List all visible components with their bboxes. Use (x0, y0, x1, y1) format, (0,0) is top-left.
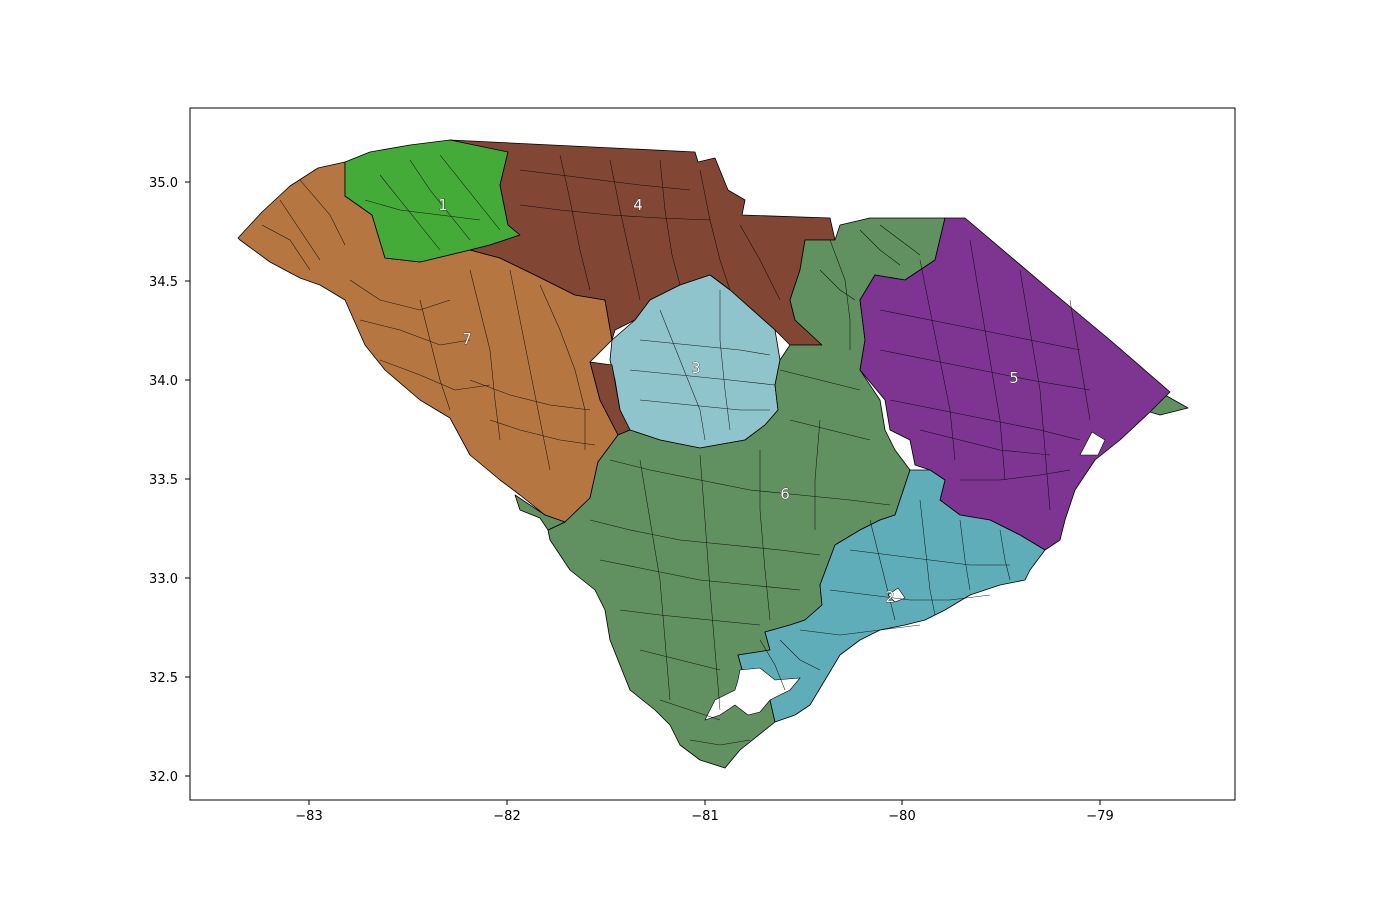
precinct-boundaries (261, 154, 1091, 746)
district-label-6: 6 (780, 485, 790, 503)
district-6-western-sliver (514, 494, 566, 531)
x-tick-label: −83 (295, 809, 322, 824)
x-tick-label: −79 (1086, 809, 1113, 824)
y-tick-label: 33.5 (149, 473, 178, 488)
y-axis: 32.0 32.5 33.0 33.5 34.0 34.5 35.0 (149, 176, 190, 785)
x-tick-label: −81 (691, 809, 718, 824)
x-tick-label: −80 (888, 809, 915, 824)
plot-frame (189, 107, 1236, 801)
district-label-7: 7 (462, 330, 472, 348)
y-tick-label: 33.0 (149, 572, 178, 587)
x-axis: −83 −82 −81 −80 −79 (295, 800, 1114, 824)
y-tick-label: 32.5 (149, 671, 178, 686)
district-label-4: 4 (633, 196, 643, 214)
charleston-harbor (887, 587, 906, 603)
x-tick-label: −82 (493, 809, 520, 824)
district-label-1: 1 (438, 196, 448, 214)
y-tick-label: 34.5 (149, 275, 178, 290)
y-tick-label: 35.0 (149, 176, 178, 191)
district-label-3: 3 (691, 359, 701, 377)
district-6-region (547, 217, 946, 769)
district-labels: 1 4 7 3 5 6 2 (438, 196, 1019, 607)
port-royal-sound (704, 667, 801, 721)
y-tick-label: 32.0 (149, 770, 178, 785)
lake-inlet-north (1079, 431, 1106, 456)
y-tick-label: 34.0 (149, 374, 178, 389)
district-label-2: 2 (885, 588, 895, 606)
district-label-5: 5 (1009, 369, 1019, 387)
